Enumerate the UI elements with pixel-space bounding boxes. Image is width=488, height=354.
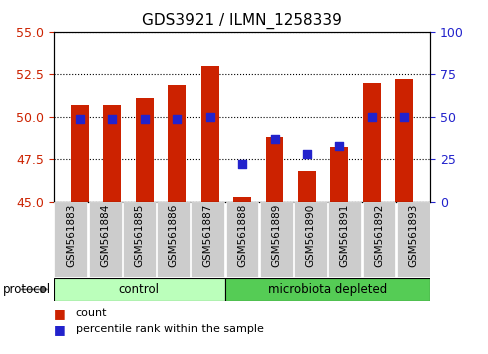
Text: GSM561885: GSM561885 — [134, 204, 144, 267]
Bar — [233, 197, 250, 202]
Point — [141, 116, 148, 121]
Text: ■: ■ — [54, 323, 65, 336]
Bar — [330, 147, 347, 202]
Bar — [362, 83, 380, 202]
Bar — [168, 85, 186, 202]
Text: ■: ■ — [54, 307, 65, 320]
Text: GSM561888: GSM561888 — [237, 204, 246, 267]
Title: GDS3921 / ILMN_1258339: GDS3921 / ILMN_1258339 — [142, 13, 341, 29]
Point — [108, 116, 116, 121]
Point — [173, 116, 181, 121]
Point — [303, 152, 310, 157]
Text: GSM561893: GSM561893 — [407, 204, 417, 267]
Bar — [224, 278, 429, 301]
Point — [270, 136, 278, 142]
Bar — [362, 202, 395, 277]
Point — [238, 161, 245, 167]
Bar — [259, 202, 292, 277]
Bar — [297, 171, 315, 202]
Text: GSM561892: GSM561892 — [373, 204, 383, 267]
Point — [76, 116, 83, 121]
Bar — [200, 66, 218, 202]
Text: protocol: protocol — [2, 283, 50, 296]
Text: GSM561883: GSM561883 — [66, 204, 76, 267]
Text: GSM561886: GSM561886 — [168, 204, 178, 267]
Text: percentile rank within the sample: percentile rank within the sample — [76, 324, 263, 334]
Text: GSM561891: GSM561891 — [339, 204, 349, 267]
Point — [205, 114, 213, 120]
Text: count: count — [76, 308, 107, 318]
Text: GSM561884: GSM561884 — [100, 204, 110, 267]
Bar — [225, 202, 258, 277]
Text: GSM561890: GSM561890 — [305, 204, 315, 267]
Text: GSM561887: GSM561887 — [203, 204, 212, 267]
Text: control: control — [119, 283, 160, 296]
Bar — [71, 105, 88, 202]
Text: GSM561889: GSM561889 — [271, 204, 281, 267]
Bar — [157, 202, 190, 277]
Bar — [88, 202, 122, 277]
Bar — [327, 202, 361, 277]
Bar — [136, 98, 153, 202]
Bar — [122, 202, 156, 277]
Bar — [103, 105, 121, 202]
Bar — [293, 202, 326, 277]
Bar — [54, 202, 87, 277]
Bar — [395, 79, 412, 202]
Bar — [396, 202, 429, 277]
Point — [367, 114, 375, 120]
Point — [335, 143, 343, 149]
Bar — [54, 278, 224, 301]
Bar — [191, 202, 224, 277]
Bar — [265, 137, 283, 202]
Text: microbiota depleted: microbiota depleted — [267, 283, 386, 296]
Point — [400, 114, 407, 120]
